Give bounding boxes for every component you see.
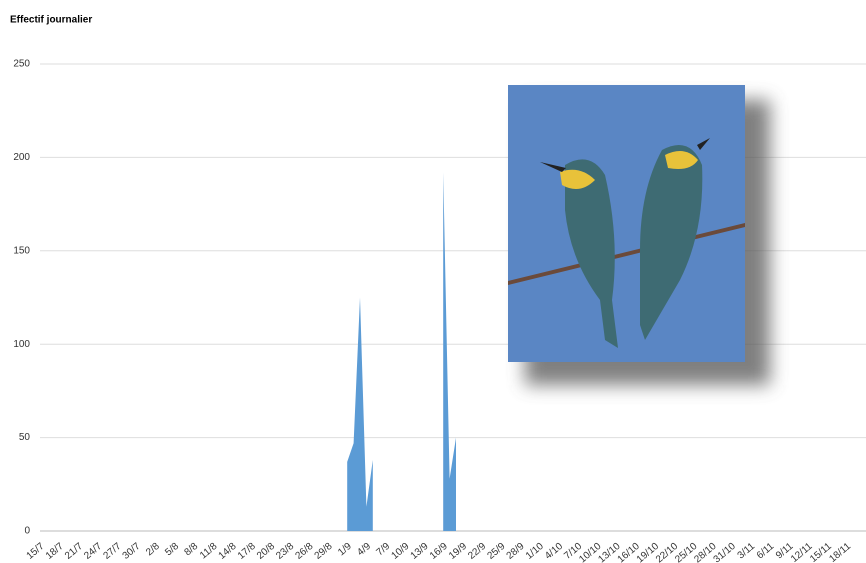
photo (508, 85, 770, 385)
x-tick-label: 19/9 (447, 541, 469, 562)
x-tick-label: 4/9 (355, 541, 373, 559)
x-tick-label: 10/9 (389, 541, 411, 562)
x-tick-label: 11/8 (198, 541, 220, 562)
x-tick-label: 18/7 (44, 541, 66, 562)
x-tick-label: 24/7 (82, 541, 104, 562)
area (347, 172, 456, 531)
y-tick-label: 0 (24, 526, 30, 537)
y-tick-label: 50 (19, 432, 31, 443)
x-tick-label: 7/9 (375, 541, 393, 559)
x-tick-label: 25/9 (485, 541, 507, 562)
x-tick-label: 28/9 (505, 541, 527, 562)
x-tick-label: 1/9 (336, 541, 354, 559)
x-tick-label: 15/7 (25, 541, 47, 562)
x-tick-label: 6/11 (755, 541, 777, 562)
x-tick-label: 14/8 (217, 541, 239, 562)
x-tick-label: 16/9 (428, 541, 450, 562)
x-tick-label: 4/10 (543, 541, 565, 562)
x-tick-label: 1/10 (524, 541, 546, 562)
x-tick-label: 8/8 (183, 541, 201, 559)
x-tick-label: 2/8 (144, 541, 162, 559)
x-tick-label: 27/7 (101, 541, 123, 562)
x-tick-label: 21/7 (63, 541, 85, 562)
x-tick-label: 17/8 (236, 541, 258, 562)
x-tick-label: 13/9 (409, 541, 431, 562)
y-tick-label: 200 (13, 152, 30, 163)
x-tick-label: 29/8 (313, 541, 335, 562)
x-tick-label: 22/9 (466, 541, 488, 562)
x-tick-label: 26/8 (293, 541, 315, 562)
chart-title: Effectif journalier (10, 15, 92, 26)
y-tick-label: 150 (13, 245, 30, 256)
y-tick-label: 100 (13, 339, 30, 350)
x-tick-label: 30/7 (121, 541, 143, 562)
y-tick-label: 250 (13, 59, 30, 70)
x-tick-label: 20/8 (255, 541, 277, 562)
x-tick-label: 5/8 (163, 541, 181, 559)
x-tick-label: 3/11 (736, 541, 758, 562)
x-tick-label: 23/8 (274, 541, 296, 562)
x-tick-label: 18/11 (827, 541, 853, 563)
